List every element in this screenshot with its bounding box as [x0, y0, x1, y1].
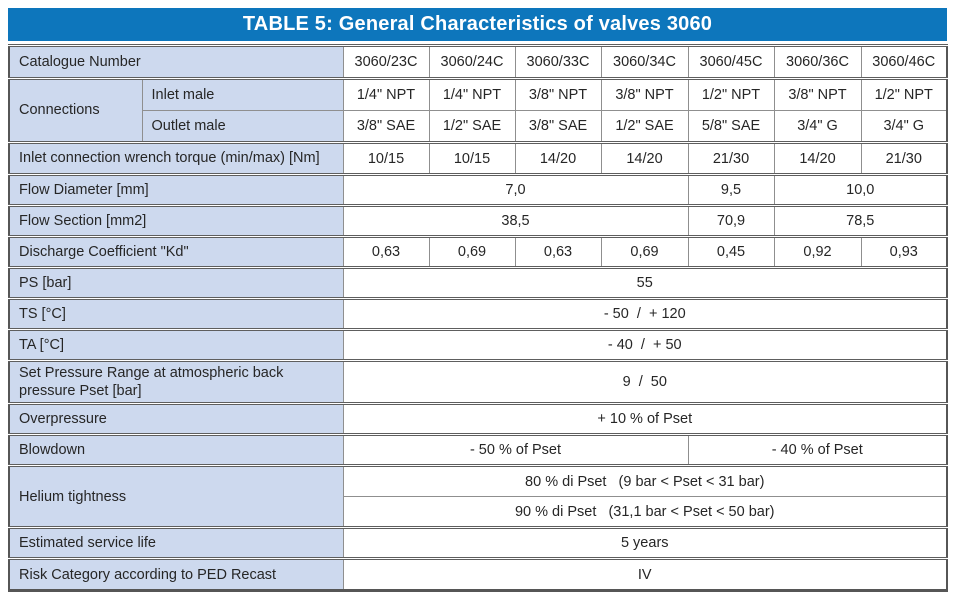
discharge-value: 0,63: [342, 235, 430, 268]
helium-value: 90 % di Pset (31,1 bar < Pset < 50 bar): [342, 496, 948, 529]
outlet-value: 5/8" SAE: [687, 110, 775, 143]
row-risk-category: Risk Category according to PED Recast IV: [8, 557, 948, 592]
catalogue-label: Catalogue Number: [8, 44, 344, 79]
outlet-value: 3/8" SAE: [514, 110, 602, 143]
ta-value: - 40 / + 50: [342, 328, 948, 361]
row-overpressure: Overpressure + 10 % of Pset: [8, 402, 948, 436]
row-flow-section: Flow Section [mm2] 38,5 70,9 78,5: [8, 204, 948, 237]
row-flow-diameter: Flow Diameter [mm] 7,0 9,5 10,0: [8, 173, 948, 206]
inlet-value: 3/8" NPT: [514, 77, 602, 111]
table-title: TABLE 5: General Characteristics of valv…: [8, 8, 947, 41]
outlet-value: 3/8" SAE: [342, 110, 430, 143]
ps-label: PS [bar]: [8, 266, 344, 299]
row-set-pressure: Set Pressure Range at atmospheric back p…: [8, 358, 948, 405]
helium-value: 80 % di Pset (9 bar < Pset < 31 bar): [342, 464, 948, 498]
flow-diameter-value: 7,0: [342, 173, 689, 206]
blowdown-label: Blowdown: [8, 433, 344, 467]
outlet-value: 1/2" SAE: [428, 110, 516, 143]
service-life-value: 5 years: [342, 526, 948, 560]
catalogue-value: 3060/36C: [773, 44, 862, 79]
discharge-value: 0,69: [600, 235, 689, 268]
row-connections-outlet: Outlet male 3/8" SAE 1/2" SAE 3/8" SAE 1…: [9, 110, 948, 143]
overpressure-value: + 10 % of Pset: [342, 402, 948, 436]
discharge-label: Discharge Coefficient "Kd": [8, 235, 344, 268]
discharge-value: 0,69: [428, 235, 516, 268]
torque-value: 21/30: [687, 141, 775, 175]
inlet-value: 1/2" NPT: [860, 77, 948, 111]
connections-label: Connections: [8, 77, 143, 143]
inlet-value: 1/4" NPT: [342, 77, 430, 111]
discharge-value: 0,45: [687, 235, 775, 268]
inlet-value: 1/4" NPT: [428, 77, 516, 111]
set-pressure-label: Set Pressure Range at atmospheric back p…: [8, 358, 344, 405]
torque-value: 14/20: [600, 141, 689, 175]
ps-value: 55: [342, 266, 948, 299]
torque-label: Inlet connection wrench torque (min/max)…: [8, 141, 344, 175]
torque-value: 10/15: [342, 141, 430, 175]
inlet-value: 3/8" NPT: [600, 77, 689, 111]
catalogue-value: 3060/34C: [600, 44, 689, 79]
row-ps: PS [bar] 55: [8, 266, 948, 299]
outlet-value: 3/4" G: [860, 110, 948, 143]
outlet-value: 3/4" G: [773, 110, 862, 143]
blowdown-value: - 40 % of Pset: [687, 433, 948, 467]
set-pressure-value: 9 / 50: [342, 358, 948, 405]
catalogue-value: 3060/46C: [860, 44, 948, 79]
row-service-life: Estimated service life 5 years: [8, 526, 948, 560]
row-catalogue: Catalogue Number 3060/23C 3060/24C 3060/…: [8, 44, 948, 79]
ta-label: TA [°C]: [8, 328, 344, 361]
inlet-value: 1/2" NPT: [687, 77, 775, 111]
flow-section-value: 78,5: [773, 204, 948, 237]
helium-label: Helium tightness: [8, 464, 344, 529]
row-ta: TA [°C] - 40 / + 50: [8, 328, 948, 361]
characteristics-table: Catalogue Number 3060/23C 3060/24C 3060/…: [8, 44, 948, 593]
torque-value: 14/20: [514, 141, 602, 175]
inlet-value: 3/8" NPT: [773, 77, 862, 111]
flow-section-label: Flow Section [mm2]: [8, 204, 344, 237]
discharge-value: 0,63: [514, 235, 602, 268]
flow-section-value: 70,9: [687, 204, 775, 237]
risk-category-value: IV: [342, 557, 948, 592]
torque-value: 21/30: [860, 141, 948, 175]
row-helium-1: Helium tightness 80 % di Pset (9 bar < P…: [8, 464, 948, 529]
catalogue-value: 3060/24C: [428, 44, 516, 79]
flow-section-value: 38,5: [342, 204, 689, 237]
row-discharge: Discharge Coefficient "Kd" 0,63 0,69 0,6…: [8, 235, 948, 268]
row-connections-inlet: Connections Inlet male 1/4" NPT 1/4" NPT…: [8, 77, 948, 143]
discharge-value: 0,92: [773, 235, 862, 268]
flow-diameter-label: Flow Diameter [mm]: [8, 173, 344, 206]
row-blowdown: Blowdown - 50 % of Pset - 40 % of Pset: [8, 433, 948, 467]
discharge-value: 0,93: [860, 235, 948, 268]
ts-label: TS [°C]: [8, 297, 344, 330]
catalogue-value: 3060/45C: [687, 44, 775, 79]
overpressure-label: Overpressure: [8, 402, 344, 436]
inlet-male-label: Inlet male: [141, 77, 344, 111]
catalogue-value: 3060/33C: [514, 44, 602, 79]
flow-diameter-value: 10,0: [773, 173, 948, 206]
ts-value: - 50 / + 120: [342, 297, 948, 330]
row-helium-2: 90 % di Pset (31,1 bar < Pset < 50 bar): [9, 496, 948, 529]
risk-category-label: Risk Category according to PED Recast: [8, 557, 344, 592]
outlet-male-label: Outlet male: [141, 110, 344, 143]
service-life-label: Estimated service life: [8, 526, 344, 560]
catalogue-value: 3060/23C: [342, 44, 430, 79]
torque-value: 10/15: [428, 141, 516, 175]
blowdown-value: - 50 % of Pset: [342, 433, 689, 467]
flow-diameter-value: 9,5: [687, 173, 775, 206]
row-torque: Inlet connection wrench torque (min/max)…: [8, 141, 948, 175]
row-ts: TS [°C] - 50 / + 120: [8, 297, 948, 330]
torque-value: 14/20: [773, 141, 862, 175]
outlet-value: 1/2" SAE: [600, 110, 689, 143]
